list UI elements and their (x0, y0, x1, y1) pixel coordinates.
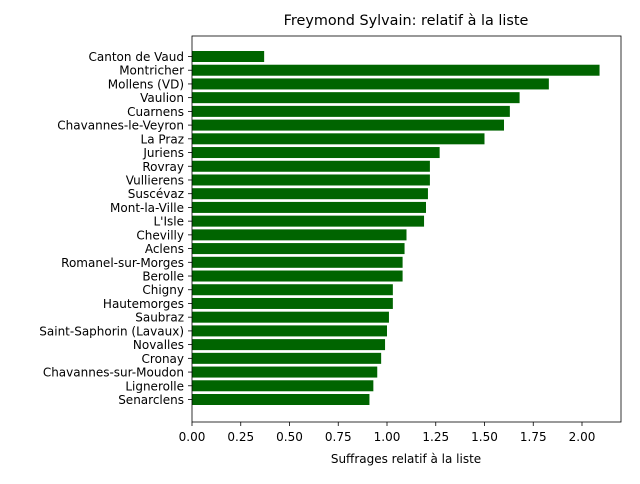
bar (192, 380, 374, 392)
bar (192, 160, 430, 172)
y-tick-label: Chevilly (136, 228, 184, 242)
bar (192, 119, 504, 131)
y-tick-label: Romanel-sur-Morges (61, 256, 184, 270)
y-tick-label: Mont-la-Ville (110, 201, 184, 215)
bar (192, 270, 403, 282)
bar (192, 243, 405, 255)
x-axis-label: Suffrages relatif à la liste (331, 452, 481, 466)
bar (192, 297, 393, 309)
y-tick-label: Saubraz (135, 311, 184, 325)
x-tick-label: 1.00 (374, 430, 401, 444)
x-tick-label: 1.25 (422, 430, 449, 444)
x-tick-label: 0.00 (179, 430, 206, 444)
y-tick-label: Senarclens (118, 393, 184, 407)
y-tick-label: Montricher (119, 64, 184, 78)
y-tick-label: Rovray (142, 160, 184, 174)
axes-frame (191, 35, 622, 423)
bar (192, 174, 430, 186)
y-tick-label: Hautemorges (103, 297, 184, 311)
x-axis-ticks: 0.00 0.25 0.50 0.75 1.00 1.25 1.50 1.75 2.00 (179, 422, 596, 444)
x-tick-label: 0.25 (227, 430, 254, 444)
x-tick-label: 1.50 (471, 430, 498, 444)
y-tick-label: Saint-Saphorin (Lavaux) (39, 324, 184, 338)
bar (192, 105, 510, 117)
y-tick-label: Berolle (142, 270, 184, 284)
bar (192, 325, 387, 337)
bar (192, 133, 485, 145)
bar (192, 366, 378, 378)
bar (192, 78, 549, 90)
y-tick-label: La Praz (141, 132, 184, 146)
x-tick-label: 1.75 (520, 430, 547, 444)
bar (192, 284, 393, 296)
y-tick-label: Lignerolle (125, 379, 184, 393)
y-tick-label: Vaulion (140, 91, 184, 105)
x-tick-label: 2.00 (569, 430, 596, 444)
bar (192, 64, 600, 76)
y-tick-label: Vullierens (126, 173, 184, 187)
bar (192, 92, 520, 104)
y-tick-label: Novalles (133, 338, 184, 352)
bar (192, 147, 440, 159)
bar (192, 51, 265, 62)
bar (192, 201, 426, 213)
bar (192, 311, 389, 323)
bar (192, 339, 386, 351)
x-tick-label: 0.75 (325, 430, 352, 444)
bar (192, 188, 428, 200)
y-tick-label: Suscévaz (128, 187, 184, 201)
x-tick-label: 0.50 (276, 430, 303, 444)
y-tick-label: Mollens (VD) (108, 77, 184, 91)
bar (192, 352, 382, 364)
y-tick-label: Juriens (142, 146, 184, 160)
y-tick-label: L'Isle (154, 215, 185, 229)
y-tick-label: Cuarnens (127, 105, 184, 119)
plot-frame (191, 35, 622, 423)
bar (192, 394, 370, 405)
y-tick-label: Aclens (145, 242, 184, 256)
chart-title: Freymond Sylvain: relatif à la liste (284, 13, 529, 29)
bar (192, 229, 407, 241)
y-tick-label: Cronay (142, 352, 184, 366)
bar (192, 215, 425, 227)
y-tick-label: Chavannes-le-Veyron (57, 119, 184, 133)
y-tick-label: Canton de Vaud (89, 50, 184, 64)
y-tick-label: Chigny (142, 283, 184, 297)
y-tick-label: Chavannes-sur-Moudon (43, 366, 184, 380)
bar (192, 256, 403, 268)
bars-group (192, 51, 600, 405)
